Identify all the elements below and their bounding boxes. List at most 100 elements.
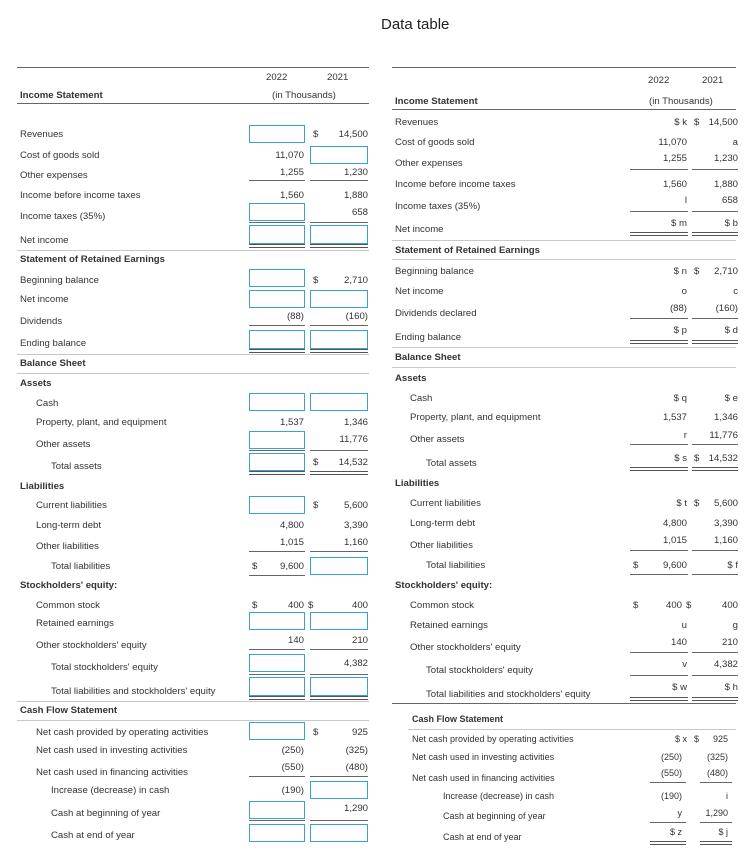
total-double-rule	[310, 696, 368, 700]
revenues-2022: $ k	[674, 117, 687, 128]
cash-2021-input[interactable]	[310, 393, 368, 411]
re-net-income-label: Net income	[395, 286, 444, 297]
cash-beginning-2021: 1,290	[343, 803, 368, 814]
dividends-2022: (88)	[669, 303, 687, 314]
cash-ending-2021-input[interactable]	[310, 824, 368, 842]
subtotal-rule	[692, 574, 738, 575]
cash-ending-2022-input[interactable]	[249, 824, 305, 842]
other-liabilities-label: Other liabilities	[36, 541, 99, 552]
income-tax-label: Income taxes (35%)	[20, 211, 106, 222]
subtotal-rule	[630, 318, 688, 319]
equity-heading: Stockholders' equity:	[20, 580, 118, 591]
total-double-rule	[692, 340, 738, 344]
row-divider	[392, 367, 736, 368]
year-2022: 2022	[648, 75, 670, 86]
subtotal-rule	[249, 674, 305, 675]
re-net-income-2022: o	[681, 286, 687, 297]
revenues-label: Revenues	[395, 117, 439, 128]
operating-2021: 925	[351, 727, 368, 738]
unit-label: (in Thousands)	[272, 90, 336, 101]
total-liabilities-label: Total liabilities	[426, 560, 486, 571]
subtotal-rule	[630, 652, 688, 653]
re-net-income-2021-input[interactable]	[310, 290, 368, 308]
row-divider	[17, 701, 369, 702]
subtotal-rule	[700, 782, 732, 783]
financing-2021: (480)	[345, 762, 368, 773]
common-stock-2021: 400	[351, 600, 368, 611]
total-equity-2022-input[interactable]	[249, 654, 305, 672]
income-before-tax-2022: 1,560	[662, 179, 687, 190]
subtotal-rule	[249, 820, 305, 821]
income-before-tax-2022: 1,560	[279, 190, 304, 201]
row-divider	[17, 354, 369, 355]
other-expenses-2022: 1,255	[279, 167, 304, 178]
ending-balance-label: Ending balance	[395, 332, 462, 343]
total-assets-2022: $ s	[674, 453, 687, 464]
revenues-2022-input[interactable]	[249, 125, 305, 143]
beginning-balance-2022: $ n	[673, 266, 687, 277]
subtotal-rule	[692, 550, 738, 551]
total-double-rule	[249, 349, 305, 353]
other-assets-2022-input[interactable]	[249, 431, 305, 449]
currency-symbol: $	[313, 457, 319, 468]
total-liab-equity-2022-input[interactable]	[249, 677, 305, 696]
row-divider	[17, 720, 369, 721]
other-equity-2021: 210	[721, 637, 738, 648]
total-liabilities-2022: 9,600	[279, 561, 304, 572]
income-tax-2022-input[interactable]	[249, 203, 305, 221]
subtotal-rule	[310, 674, 368, 675]
re-net-income-label: Net income	[20, 294, 69, 305]
total-assets-2021: 14,532	[708, 453, 738, 464]
currency-symbol: $	[313, 275, 319, 286]
row-divider	[408, 729, 736, 730]
change-in-cash-2021-input[interactable]	[310, 781, 368, 799]
assets-heading: Assets	[395, 373, 427, 384]
retained-earnings-2022: u	[681, 620, 687, 631]
ppe-label: Property, plant, and equipment	[36, 417, 167, 428]
cogs-2021-input[interactable]	[310, 146, 368, 164]
cash-beginning-2022-input[interactable]	[249, 801, 305, 819]
currency-symbol: $	[686, 600, 692, 611]
beginning-balance-2022-input[interactable]	[249, 269, 305, 287]
ending-balance-2022-input[interactable]	[249, 330, 305, 349]
re-net-income-2022-input[interactable]	[249, 290, 305, 308]
change-in-cash-label: Increase (decrease) in cash	[51, 785, 170, 796]
total-double-rule	[692, 232, 738, 236]
retained-earnings-2022-input[interactable]	[249, 612, 305, 630]
net-income-2022-input[interactable]	[249, 225, 305, 244]
total-assets-2022-input[interactable]	[249, 453, 305, 471]
subtotal-rule	[310, 180, 368, 181]
currency-symbol: $	[694, 734, 700, 744]
investing-label: Net cash used in investing activities	[36, 745, 188, 756]
cash-2022-input[interactable]	[249, 393, 305, 411]
total-equity-2021: 4,382	[713, 659, 738, 670]
income-before-tax-label: Income before income taxes	[20, 190, 141, 201]
subtotal-rule	[249, 180, 305, 181]
total-double-rule	[630, 467, 688, 471]
subtotal-rule	[630, 444, 688, 445]
total-liabilities-2021-input[interactable]	[310, 557, 368, 575]
currency-symbol: $	[308, 600, 314, 611]
retained-earnings-2021-input[interactable]	[310, 612, 368, 630]
income-statement-heading: Income Statement	[395, 96, 478, 107]
cogs-2022: 11,070	[658, 137, 687, 148]
ending-balance-2021-input[interactable]	[310, 330, 368, 349]
investing-label: Net cash used in investing activities	[412, 752, 555, 762]
other-liabilities-2021: 1,160	[343, 537, 368, 548]
cash-beginning-label: Cash at beginning of year	[51, 808, 161, 819]
ppe-label: Property, plant, and equipment	[410, 412, 541, 423]
assets-heading: Assets	[20, 378, 52, 389]
operating-2022-input[interactable]	[249, 722, 305, 740]
current-liabilities-2022-input[interactable]	[249, 496, 305, 514]
other-expenses-2021: 1,230	[713, 153, 738, 164]
net-income-2021-input[interactable]	[310, 225, 368, 244]
change-in-cash-label: Increase (decrease) in cash	[443, 791, 555, 801]
change-in-cash-2022: (190)	[660, 791, 682, 801]
subtotal-rule	[692, 169, 738, 170]
cash-label: Cash	[36, 398, 59, 409]
total-double-rule	[700, 841, 732, 845]
total-double-rule	[630, 232, 688, 236]
other-assets-2021: 11,776	[709, 430, 738, 441]
total-liab-equity-2021-input[interactable]	[310, 677, 368, 696]
currency-symbol: $	[633, 600, 639, 611]
